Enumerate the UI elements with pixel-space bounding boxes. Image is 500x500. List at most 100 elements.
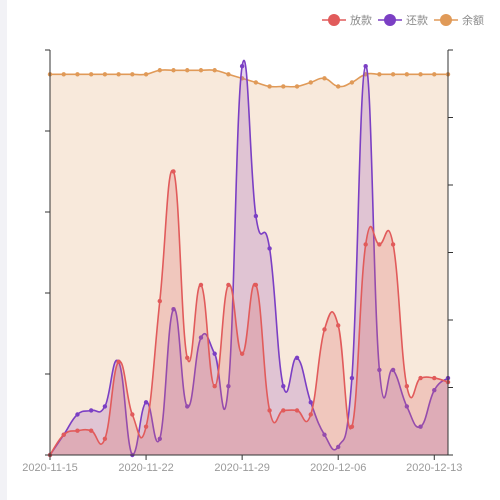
data-point-0-13[interactable] — [226, 72, 231, 77]
data-point-0-22[interactable] — [349, 80, 355, 85]
x-tick-label: 2020-11-29 — [214, 462, 269, 474]
data-point-1-22[interactable] — [349, 375, 355, 381]
data-point-1-26[interactable] — [404, 404, 410, 409]
data-point-0-10[interactable] — [185, 68, 190, 73]
data-point-2-11[interactable] — [198, 282, 204, 288]
data-point-2-24[interactable] — [377, 242, 382, 247]
data-point-2-3[interactable] — [88, 428, 94, 433]
data-point-1-12[interactable] — [212, 351, 217, 356]
data-point-2-10[interactable] — [185, 355, 190, 360]
data-point-0-26[interactable] — [404, 72, 410, 77]
data-point-0-28[interactable] — [432, 72, 437, 77]
legend-label: 余额 — [462, 13, 484, 27]
data-point-2-23[interactable] — [363, 242, 368, 247]
data-point-1-3[interactable] — [88, 408, 94, 413]
data-point-2-22[interactable] — [349, 424, 355, 429]
data-point-0-11[interactable] — [198, 68, 204, 73]
x-tick-label: 2020-12-13 — [406, 462, 462, 474]
data-point-1-28[interactable] — [432, 388, 437, 393]
data-point-0-27[interactable] — [418, 72, 423, 77]
series-2 — [47, 169, 451, 458]
data-point-1-19[interactable] — [308, 400, 313, 405]
data-point-2-13[interactable] — [226, 282, 231, 288]
data-point-1-13[interactable] — [226, 383, 231, 389]
data-point-0-5[interactable] — [116, 72, 121, 77]
data-point-1-23[interactable] — [363, 63, 368, 69]
data-point-1-20[interactable] — [322, 432, 327, 437]
data-point-1-2[interactable] — [75, 412, 80, 417]
legend-item-放款[interactable]: 放款 — [322, 13, 372, 27]
data-point-2-4[interactable] — [102, 436, 108, 441]
data-point-1-14[interactable] — [239, 63, 245, 69]
data-point-0-1[interactable] — [61, 72, 66, 77]
data-point-0-25[interactable] — [390, 72, 396, 77]
page-left-border — [0, 0, 7, 500]
data-point-0-18[interactable] — [294, 84, 300, 89]
data-point-0-19[interactable] — [308, 80, 313, 85]
data-point-1-10[interactable] — [185, 404, 190, 409]
x-tick-label: 2020-12-06 — [310, 462, 366, 474]
data-point-2-20[interactable] — [322, 327, 327, 332]
data-point-2-19[interactable] — [308, 412, 313, 417]
legend-dot — [440, 14, 452, 26]
data-point-2-17[interactable] — [281, 408, 286, 413]
data-point-2-12[interactable] — [212, 383, 217, 389]
data-point-2-18[interactable] — [294, 408, 300, 413]
x-tick-label: 2020-11-22 — [118, 462, 173, 474]
legend-dot — [384, 14, 396, 26]
data-point-2-8[interactable] — [157, 298, 162, 304]
data-point-2-1[interactable] — [61, 432, 66, 437]
data-point-2-5[interactable] — [116, 359, 121, 365]
series-layer — [47, 59, 451, 458]
data-point-1-27[interactable] — [418, 424, 423, 429]
data-point-2-25[interactable] — [390, 242, 396, 247]
legend-item-还款[interactable]: 还款 — [378, 13, 428, 27]
series-line-1 — [49, 59, 449, 456]
data-point-1-11[interactable] — [198, 335, 204, 340]
data-point-2-15[interactable] — [253, 282, 259, 288]
data-point-2-6[interactable] — [130, 412, 135, 417]
data-point-1-21[interactable] — [336, 444, 341, 450]
data-point-0-20[interactable] — [322, 76, 327, 81]
data-point-1-25[interactable] — [390, 367, 396, 373]
data-point-0-24[interactable] — [377, 72, 382, 77]
data-point-0-17[interactable] — [281, 84, 286, 89]
data-point-0-12[interactable] — [212, 68, 217, 73]
data-point-2-27[interactable] — [418, 375, 423, 381]
data-point-1-8[interactable] — [157, 436, 162, 441]
data-point-1-16[interactable] — [267, 246, 272, 251]
data-point-2-14[interactable] — [239, 351, 245, 356]
data-point-1-15[interactable] — [253, 213, 259, 219]
data-point-1-4[interactable] — [102, 404, 108, 409]
legend[interactable]: 放款 还款 余额 — [322, 13, 484, 27]
data-point-0-16[interactable] — [267, 84, 272, 89]
data-point-2-28[interactable] — [432, 375, 437, 381]
data-point-2-7[interactable] — [143, 424, 149, 429]
series-area-2 — [50, 170, 448, 455]
data-point-2-26[interactable] — [404, 383, 410, 389]
data-point-0-21[interactable] — [336, 84, 341, 89]
data-point-1-17[interactable] — [281, 383, 286, 389]
series-0 — [47, 68, 451, 456]
data-point-1-18[interactable] — [294, 355, 300, 360]
data-point-0-6[interactable] — [130, 72, 135, 77]
data-point-0-4[interactable] — [102, 72, 108, 77]
data-point-0-9[interactable] — [171, 68, 176, 73]
data-point-1-7[interactable] — [143, 400, 149, 405]
data-point-2-2[interactable] — [75, 428, 80, 433]
legend-dot — [328, 14, 340, 26]
tick-layer: 2020-11-15 2020-11-22 2020-11-29 2020-12-06… — [22, 49, 462, 474]
legend-item-余额[interactable]: 余额 — [434, 13, 484, 27]
legend-label: 还款 — [406, 13, 428, 27]
data-point-0-3[interactable] — [88, 72, 94, 77]
data-point-0-2[interactable] — [75, 72, 80, 77]
data-point-2-21[interactable] — [336, 323, 341, 328]
data-point-0-15[interactable] — [253, 80, 259, 85]
legend-label: 放款 — [350, 13, 372, 27]
data-point-2-9[interactable] — [171, 169, 176, 174]
data-point-1-24[interactable] — [377, 367, 382, 373]
data-point-2-16[interactable] — [267, 408, 272, 413]
data-point-0-7[interactable] — [143, 72, 149, 77]
data-point-0-8[interactable] — [157, 68, 162, 73]
data-point-1-9[interactable] — [171, 307, 176, 312]
